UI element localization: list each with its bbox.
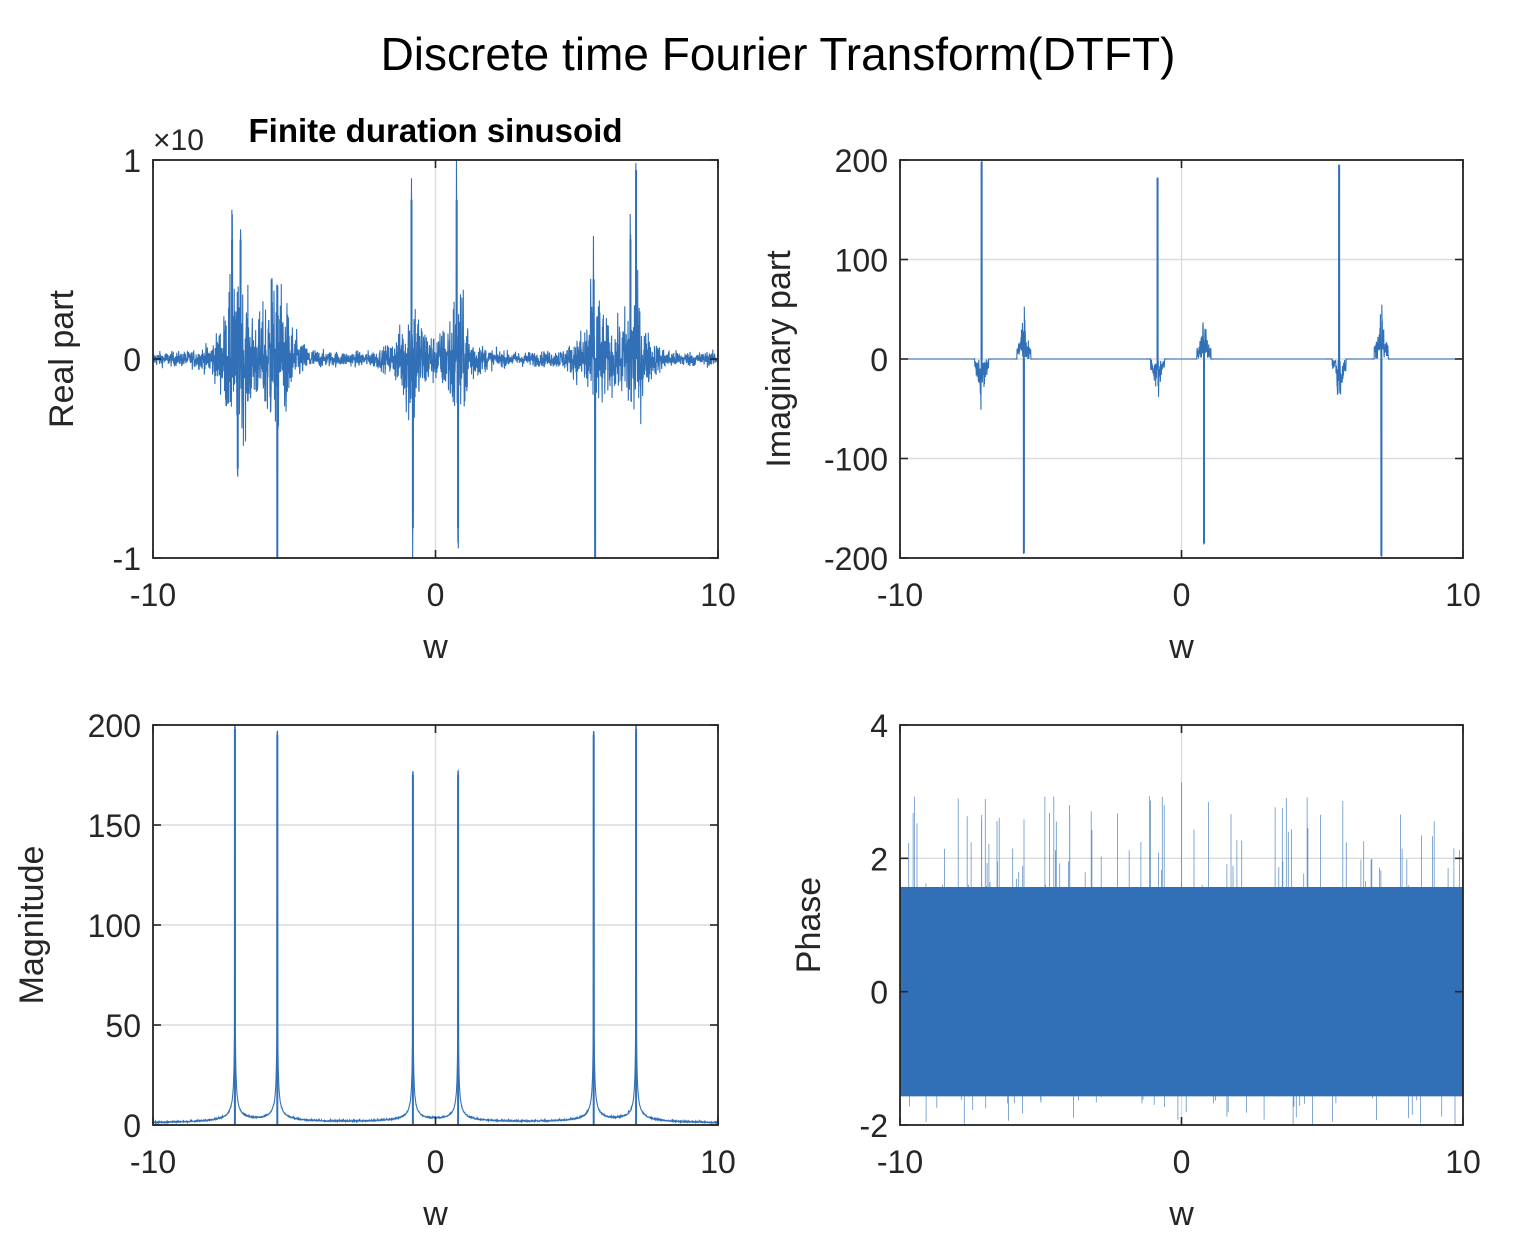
y-tick-label: -2: [860, 1108, 888, 1144]
y-tick-label: 0: [870, 975, 888, 1011]
y-tick-label: 200: [835, 143, 888, 179]
x-tick-label: 10: [1445, 1144, 1481, 1180]
x-axis-label: w: [422, 628, 448, 666]
figure-title: Discrete time Fourier Transform(DTFT): [381, 28, 1176, 80]
y-axis-label: Imaginary part: [760, 250, 798, 468]
x-axis-label: w: [1168, 1195, 1194, 1233]
y-axis-label: Real part: [43, 289, 81, 428]
y-exponent-label: ×10: [153, 124, 204, 157]
x-tick-label: 0: [1173, 1144, 1191, 1180]
x-tick-label: -10: [877, 1144, 923, 1180]
x-tick-label: 10: [1445, 577, 1481, 613]
data-series: [900, 160, 1463, 558]
x-tick-label: 0: [1173, 577, 1191, 613]
y-tick-label: 1: [123, 143, 141, 179]
x-tick-label: -10: [130, 577, 176, 613]
y-tick-label: 100: [88, 908, 141, 944]
y-tick-label: 100: [835, 243, 888, 279]
x-tick-label: 10: [700, 1144, 736, 1180]
data-series: [153, 160, 718, 558]
data-series: [900, 782, 1463, 1125]
x-tick-label: 10: [700, 577, 736, 613]
y-tick-label: 0: [870, 342, 888, 378]
y-tick-label: 200: [88, 708, 141, 744]
series-line: [900, 160, 1463, 558]
series-line: [153, 160, 718, 558]
x-tick-label: -10: [130, 1144, 176, 1180]
y-tick-label: 0: [123, 1108, 141, 1144]
x-tick-label: 0: [427, 577, 445, 613]
y-tick-label: 2: [870, 841, 888, 877]
phase-excursions: [900, 782, 1463, 1125]
subplot-bottom-right: -10 0 10 -2 0 2 4 w Phase: [790, 708, 1481, 1233]
y-tick-label: -200: [824, 541, 888, 577]
y-axis-label: Magnitude: [13, 846, 51, 1005]
y-tick-label: 50: [105, 1008, 141, 1044]
y-tick-label: 150: [88, 808, 141, 844]
x-axis-label: w: [422, 1195, 448, 1233]
y-tick-label: 0: [123, 342, 141, 378]
y-tick-label: 4: [870, 708, 888, 744]
data-series: [153, 725, 718, 1125]
y-tick-label: -1: [113, 541, 141, 577]
x-axis-label: w: [1168, 628, 1194, 666]
x-tick-label: 0: [427, 1144, 445, 1180]
y-axis-label: Phase: [790, 877, 828, 973]
y-tick-label: -100: [824, 442, 888, 478]
phase-band: [900, 887, 1463, 1097]
x-tick-label: -10: [877, 577, 923, 613]
series-line: [153, 725, 718, 1125]
subplot-title: Finite duration sinusoid: [249, 112, 623, 149]
